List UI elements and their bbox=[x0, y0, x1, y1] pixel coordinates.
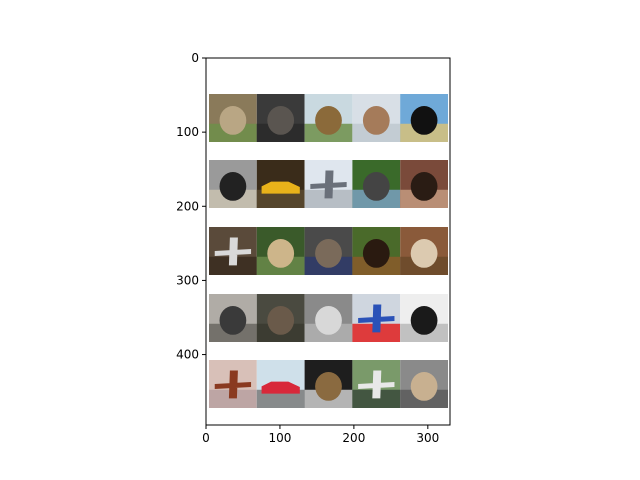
dog-photo bbox=[352, 94, 401, 142]
cat-photo bbox=[256, 294, 305, 342]
x-tick-label: 0 bbox=[202, 431, 210, 445]
tile-ground bbox=[352, 389, 401, 408]
dog-photo bbox=[209, 294, 257, 342]
tile-ground bbox=[304, 189, 353, 208]
cat-photo bbox=[256, 94, 305, 142]
tile-subject bbox=[358, 304, 395, 333]
tile-subject bbox=[315, 106, 342, 135]
tile-subject bbox=[410, 172, 438, 201]
y-tick-label: 200 bbox=[176, 199, 199, 213]
dog-photo bbox=[400, 360, 448, 408]
tile-subject bbox=[315, 239, 342, 268]
tile-subject bbox=[219, 306, 247, 335]
tile-subject bbox=[214, 237, 252, 266]
tile-subject bbox=[214, 370, 252, 399]
x-tick-label: 300 bbox=[416, 431, 439, 445]
dog-photo bbox=[352, 160, 401, 208]
airplane-photo bbox=[209, 360, 257, 408]
tile-subject bbox=[315, 372, 342, 401]
dog-photo bbox=[400, 294, 448, 342]
tile-subject bbox=[310, 170, 347, 199]
dog-photo bbox=[400, 94, 448, 142]
y-axis: 0 100 200 300 400 bbox=[176, 51, 206, 362]
tiles-layer bbox=[209, 94, 448, 408]
cat-photo bbox=[256, 227, 305, 275]
cat-photo bbox=[304, 360, 353, 408]
tile-subject bbox=[410, 306, 438, 335]
tile-subject bbox=[410, 106, 438, 135]
tile-subject bbox=[362, 106, 390, 135]
dog-photo bbox=[209, 160, 257, 208]
y-tick-label: 100 bbox=[176, 125, 199, 139]
car-photo bbox=[256, 160, 305, 208]
cat-photo bbox=[209, 94, 257, 142]
airplane-photo bbox=[352, 294, 401, 342]
cat-photo bbox=[304, 294, 353, 342]
dog-photo bbox=[400, 160, 448, 208]
car-photo bbox=[256, 360, 305, 408]
tile-subject bbox=[261, 381, 300, 394]
airplane-photo bbox=[352, 360, 401, 408]
tile-ground bbox=[209, 389, 257, 408]
tile-subject bbox=[219, 172, 247, 201]
tile-subject bbox=[267, 239, 295, 268]
y-tick-label: 400 bbox=[176, 348, 199, 362]
tile-subject bbox=[267, 306, 295, 335]
tile-subject bbox=[362, 239, 390, 268]
y-tick-label: 300 bbox=[176, 273, 199, 287]
airplane-photo bbox=[209, 227, 257, 275]
tile-subject bbox=[267, 106, 295, 135]
dog-photo bbox=[352, 227, 401, 275]
tile-ground bbox=[209, 256, 257, 275]
dog-photo bbox=[400, 227, 448, 275]
axes-frame bbox=[205, 57, 451, 426]
tile-subject bbox=[358, 370, 395, 399]
x-axis: 0 100 200 300 bbox=[202, 425, 439, 445]
airplane-photo bbox=[304, 160, 353, 208]
tile-ground bbox=[256, 389, 305, 408]
tile-subject bbox=[410, 239, 438, 268]
tile-ground bbox=[256, 189, 305, 208]
y-tick-label: 0 bbox=[191, 51, 199, 65]
dog-photo bbox=[304, 94, 353, 142]
tile-ground bbox=[352, 323, 401, 342]
tile-subject bbox=[315, 306, 342, 335]
tile-subject bbox=[362, 172, 390, 201]
tile-subject bbox=[410, 372, 438, 401]
x-tick-label: 200 bbox=[342, 431, 365, 445]
cat-photo bbox=[304, 227, 353, 275]
tile-subject bbox=[261, 181, 300, 194]
x-tick-label: 100 bbox=[268, 431, 291, 445]
tile-subject bbox=[219, 106, 247, 135]
